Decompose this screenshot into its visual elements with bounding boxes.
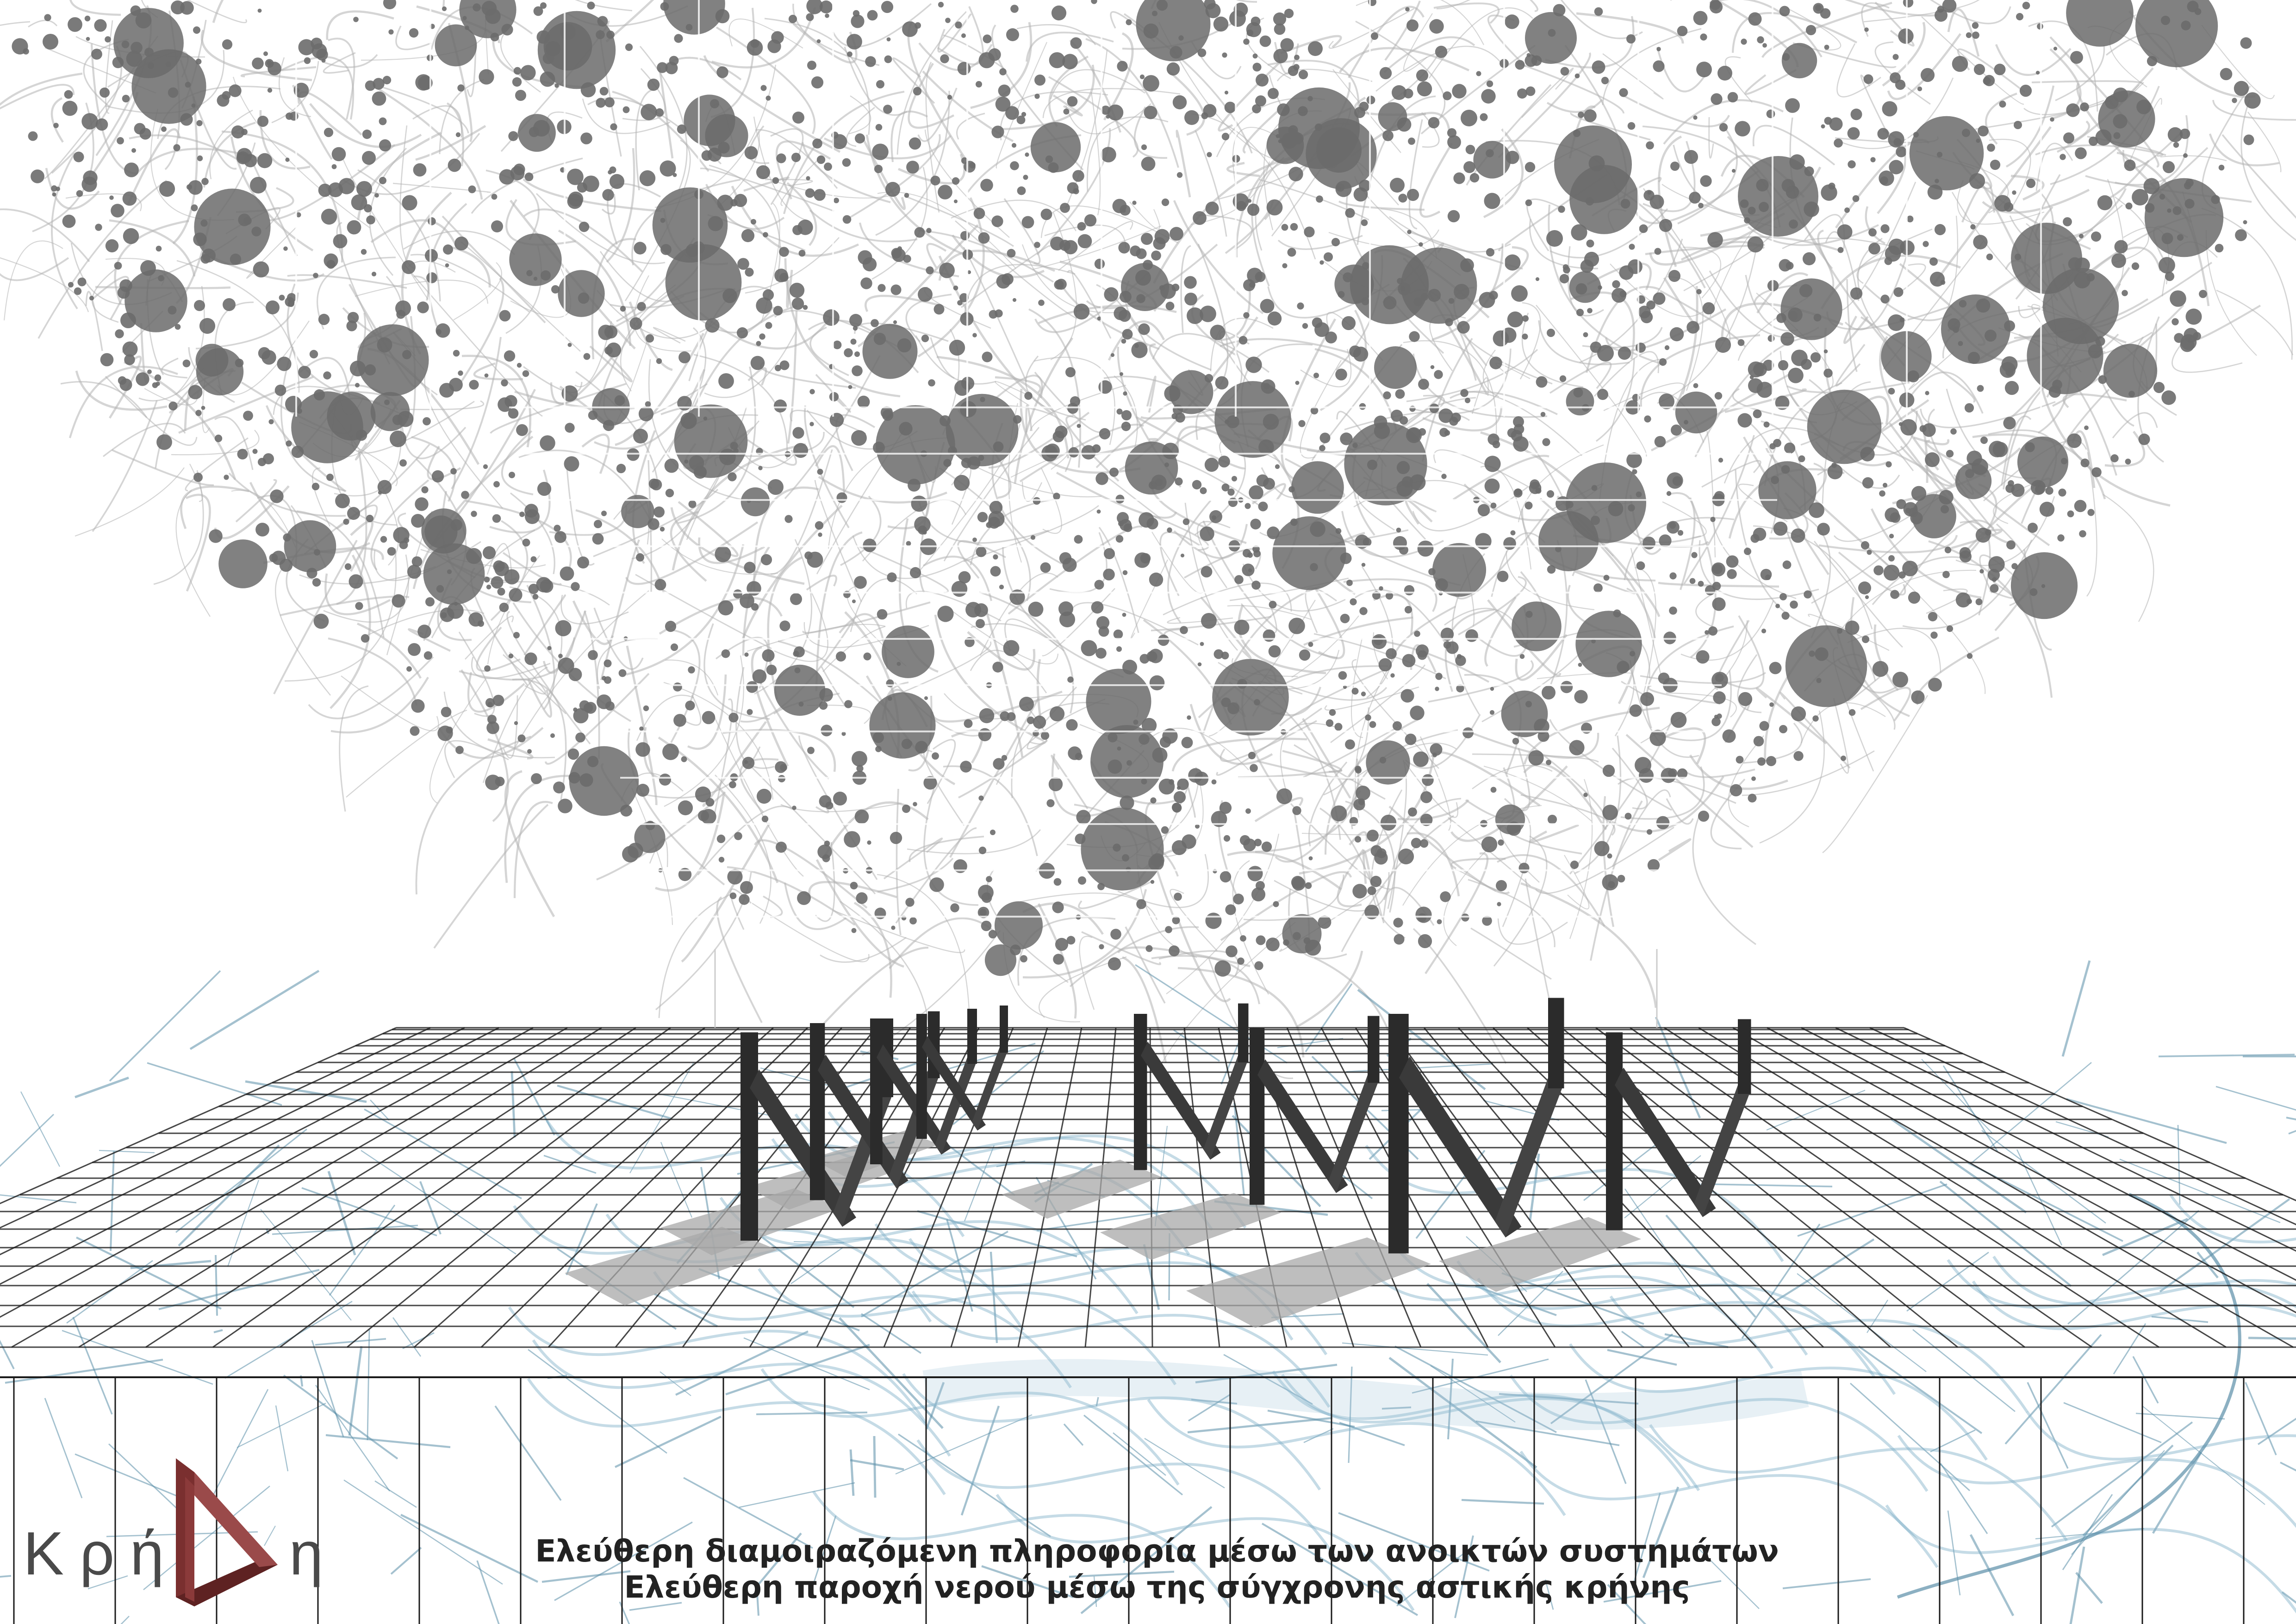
- caption-line-1: Ελεύθερη διαμοιραζόμενη πληροφορία μέσω …: [535, 1533, 1779, 1569]
- logo-text-left: Κρή: [23, 1519, 180, 1587]
- fountain-structures: [740, 998, 1751, 1254]
- vertical-section-lines: [0, 1376, 2296, 1624]
- krini-logo-mark: [176, 1458, 278, 1606]
- caption-line-2: Ελεύθερη παροχή νερού μέσω της σύγχρονης…: [624, 1569, 1690, 1605]
- logo-text-right: η: [289, 1519, 339, 1587]
- information-network-cloud: [0, 0, 2296, 1084]
- logo-icon: [176, 1458, 278, 1606]
- perspective-grid: [0, 949, 2296, 1348]
